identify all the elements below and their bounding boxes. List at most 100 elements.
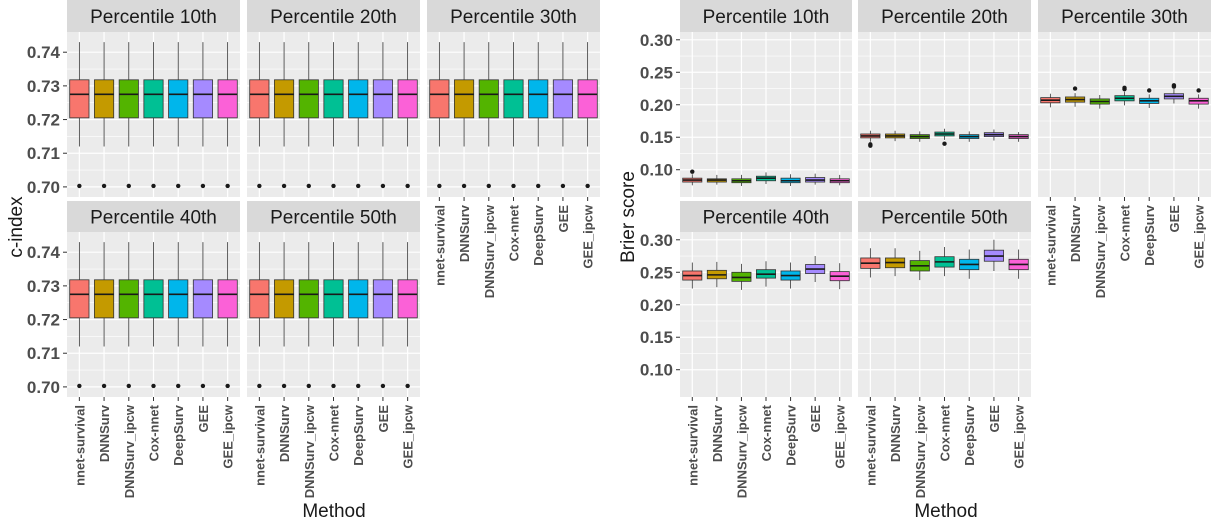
box-GEE_ipcw bbox=[217, 42, 238, 189]
y-tick-label: 0.30 bbox=[640, 231, 673, 250]
box-GEE bbox=[372, 42, 393, 189]
y-tick-label: 0.72 bbox=[27, 311, 60, 330]
box-GEE_ipcw bbox=[829, 263, 850, 290]
facet-strip bbox=[858, 0, 1031, 32]
box-outlier bbox=[405, 383, 410, 389]
x-axis-title: Method bbox=[302, 501, 365, 522]
box-outlier bbox=[101, 383, 107, 389]
box-outlier bbox=[437, 183, 442, 189]
box-body bbox=[528, 79, 549, 119]
box-outlier bbox=[690, 169, 695, 174]
box-body bbox=[503, 79, 524, 119]
box-DeepSurv bbox=[959, 131, 980, 142]
box-body bbox=[94, 79, 115, 119]
box-outlier bbox=[306, 183, 311, 189]
y-tick-label: 0.71 bbox=[27, 344, 60, 363]
facet-panel: Percentile 30th nnet-survival DNNSurv DNNSu… bbox=[427, 0, 600, 298]
y-axis-title: c-index bbox=[6, 196, 27, 258]
box-DNNSurv bbox=[706, 174, 727, 185]
box-GEE bbox=[192, 242, 213, 389]
facet-title: Percentile 20th bbox=[881, 7, 1008, 28]
box-outlier bbox=[225, 383, 230, 389]
box-nnet-survival bbox=[860, 248, 881, 278]
x-tick-label: Cox-nnet bbox=[507, 204, 522, 261]
x-tick-label: DNNSurv_ipcw bbox=[302, 404, 317, 498]
box-Cox-nnet bbox=[756, 172, 776, 185]
box-body bbox=[168, 279, 189, 319]
box-outlier bbox=[1072, 86, 1078, 91]
facet-title: Percentile 30th bbox=[1061, 7, 1188, 28]
x-tick-label: nnet-survival bbox=[685, 405, 700, 486]
x-tick-label: DeepSurv bbox=[531, 204, 546, 265]
box-outlier bbox=[486, 183, 491, 189]
box-nnet-survival bbox=[69, 242, 90, 389]
box-DeepSurv bbox=[348, 242, 369, 389]
x-tick-label: DNNSurv bbox=[1068, 204, 1083, 262]
box-outlier bbox=[1171, 84, 1177, 89]
box-GEE bbox=[805, 173, 826, 185]
box-outlier bbox=[356, 183, 361, 189]
box-nnet-survival bbox=[429, 42, 450, 189]
box-Cox-nnet bbox=[934, 246, 955, 277]
box-DeepSurv bbox=[168, 42, 189, 189]
box-GEE_ipcw bbox=[1008, 249, 1029, 279]
box-outlier bbox=[405, 183, 410, 189]
box-Cox-nnet bbox=[143, 42, 164, 189]
facet-title: Percentile 40th bbox=[703, 208, 830, 229]
x-tick-label: Cox-nnet bbox=[327, 404, 342, 461]
facet-panel: Percentile 20th bbox=[247, 0, 420, 197]
box-nnet-survival bbox=[69, 42, 90, 189]
box-outlier bbox=[942, 141, 947, 146]
x-tick-label: GEE_ipcw bbox=[221, 404, 236, 468]
box-outlier bbox=[356, 383, 361, 389]
box-GEE_ipcw bbox=[397, 242, 418, 389]
box-nnet-survival bbox=[682, 262, 703, 289]
box-DNNSurv bbox=[454, 42, 475, 189]
facet-strip bbox=[247, 0, 420, 32]
box-DNNSurv_ipcw bbox=[478, 42, 499, 189]
y-tick-label: 0.74 bbox=[27, 43, 61, 62]
x-tick-label: DNNSurv bbox=[97, 404, 112, 462]
box-outlier bbox=[200, 183, 206, 189]
box-outlier bbox=[380, 183, 386, 189]
box-DNNSurv bbox=[885, 130, 906, 142]
box-body bbox=[217, 79, 238, 119]
facet-panel: Percentile 50th nnet-survival DNNSurv DNNSu… bbox=[858, 201, 1031, 498]
y-tick-label: 0.72 bbox=[27, 111, 60, 130]
box-body bbox=[69, 279, 90, 319]
box-outlier bbox=[536, 183, 541, 189]
x-tick-label: GEE bbox=[987, 405, 1002, 433]
box-DNNSurv_ipcw bbox=[118, 242, 139, 389]
box-DeepSurv bbox=[780, 262, 801, 289]
y-tick-label: 0.71 bbox=[27, 144, 60, 163]
box-outlier bbox=[306, 383, 311, 389]
y-tick-label: 0.10 bbox=[640, 361, 673, 380]
facet-panel: Percentile 40th 0.10 0.15 0.20 0.25 0.30 nnet-… bbox=[640, 201, 852, 498]
x-tick-label: Cox-nnet bbox=[938, 404, 953, 461]
box-GEE bbox=[983, 129, 1004, 141]
box-outlier bbox=[281, 383, 287, 389]
x-tick-label: GEE bbox=[1167, 205, 1182, 233]
facet-strip bbox=[67, 0, 240, 32]
box-body bbox=[249, 279, 270, 319]
facet-strip bbox=[680, 201, 852, 232]
box-GEE_ipcw bbox=[217, 242, 238, 389]
y-tick-label: 0.70 bbox=[27, 178, 60, 197]
facet-strip bbox=[680, 0, 852, 32]
box-DNNSurv_ipcw bbox=[298, 42, 319, 189]
facet-title: Percentile 20th bbox=[270, 7, 397, 28]
x-tick-label: DeepSurv bbox=[171, 404, 186, 465]
x-tick-label: GEE_ipcw bbox=[581, 204, 596, 268]
facet-title: Percentile 50th bbox=[270, 208, 397, 229]
box-DNNSurv bbox=[706, 261, 727, 288]
facet-strip bbox=[1038, 0, 1211, 32]
box-body bbox=[69, 79, 90, 119]
box-DNNSurv_ipcw bbox=[1089, 95, 1110, 109]
x-tick-label: DNNSurv_ipcw bbox=[913, 404, 928, 498]
y-tick-label: 0.25 bbox=[640, 263, 673, 282]
facet-strip bbox=[67, 201, 240, 232]
box-outlier bbox=[257, 383, 262, 389]
box-nnet-survival bbox=[682, 169, 703, 186]
box-outlier bbox=[331, 183, 336, 189]
